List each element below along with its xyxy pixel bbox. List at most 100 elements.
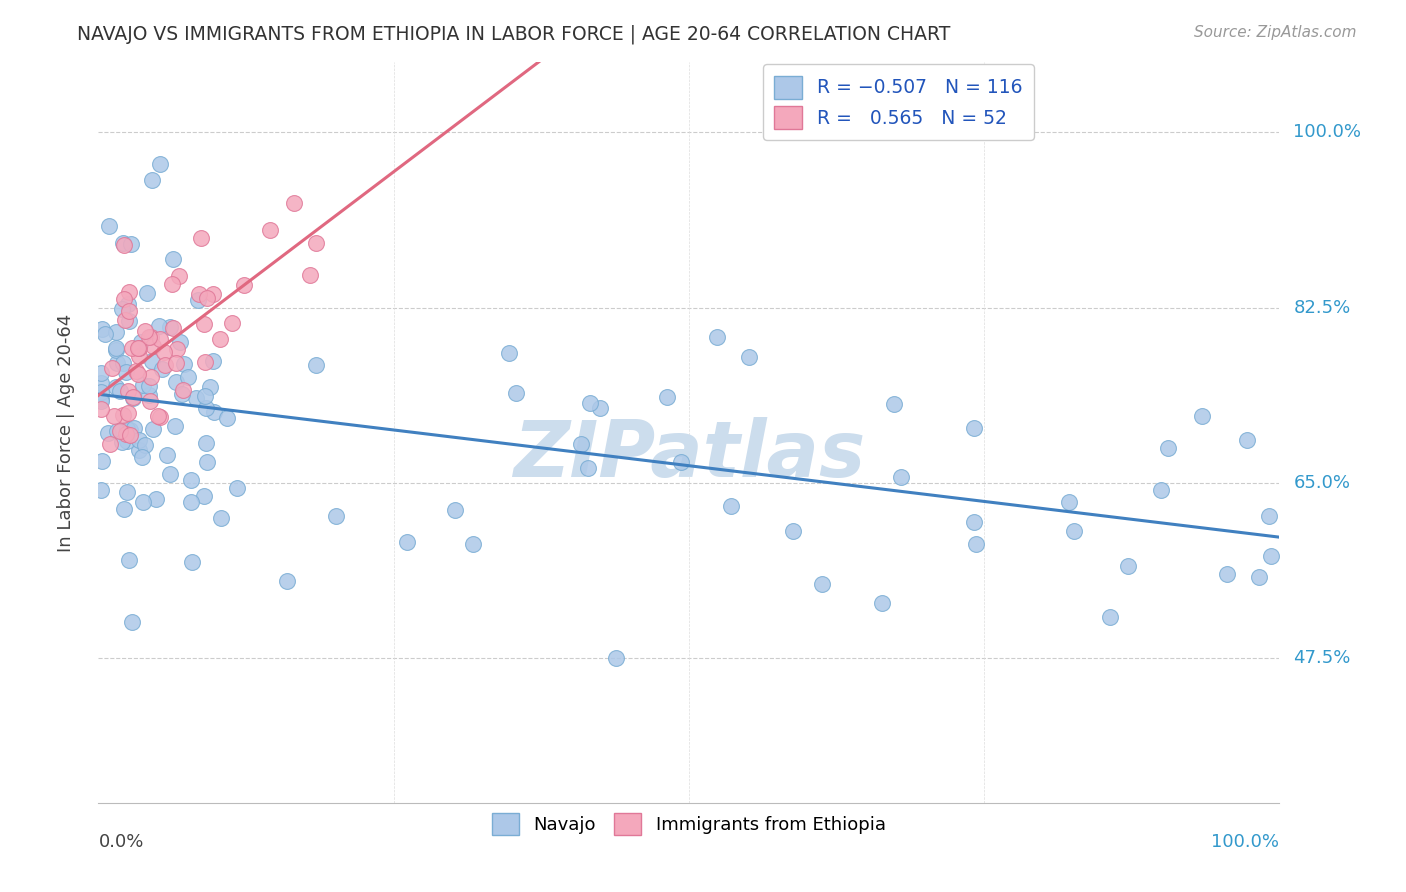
Text: 100.0%: 100.0% (1212, 833, 1279, 851)
Point (112, 501, 135, 516)
Point (127, 368, 149, 382)
Point (1063, 524, 1085, 538)
Point (138, 379, 160, 393)
Point (177, 370, 200, 384)
Text: 100.0%: 100.0% (1294, 123, 1361, 142)
Point (195, 291, 218, 305)
Point (706, 330, 728, 344)
Text: NAVAJO VS IMMIGRANTS FROM ETHIOPIA IN LABOR FORCE | AGE 20-64 CORRELATION CHART: NAVAJO VS IMMIGRANTS FROM ETHIOPIA IN LA… (77, 25, 950, 45)
Point (148, 409, 170, 423)
Point (94, 326, 117, 341)
Point (221, 316, 243, 330)
Point (118, 314, 141, 328)
Point (1157, 441, 1180, 455)
Point (129, 334, 152, 349)
Point (305, 358, 328, 372)
Point (811, 577, 834, 591)
Point (122, 390, 145, 404)
Point (1191, 409, 1213, 424)
Point (118, 285, 141, 300)
Point (463, 537, 485, 551)
Point (91, 322, 114, 336)
Point (128, 434, 150, 448)
Point (128, 443, 150, 458)
Point (134, 324, 156, 338)
Point (169, 335, 191, 350)
Point (963, 421, 986, 435)
Point (187, 293, 209, 307)
Point (671, 455, 693, 469)
Point (209, 510, 232, 524)
Point (115, 434, 138, 448)
Point (117, 297, 139, 311)
Point (276, 574, 298, 588)
Point (1098, 610, 1121, 624)
Point (111, 435, 134, 450)
Point (167, 269, 190, 284)
Point (1216, 567, 1239, 582)
Point (98, 219, 121, 233)
Point (195, 435, 218, 450)
Point (90, 483, 112, 497)
Point (444, 503, 467, 517)
Point (149, 410, 172, 425)
Point (127, 342, 149, 356)
Point (170, 387, 193, 401)
Point (153, 344, 176, 359)
Point (505, 386, 527, 401)
Point (579, 395, 602, 409)
Point (132, 494, 155, 508)
Point (1260, 549, 1282, 563)
Point (215, 411, 238, 425)
Point (195, 401, 218, 415)
Point (1059, 495, 1081, 509)
Point (139, 329, 162, 343)
Point (115, 422, 138, 436)
Point (135, 286, 157, 301)
Point (193, 489, 215, 503)
Point (121, 615, 143, 629)
Point (1150, 483, 1173, 497)
Point (115, 365, 138, 379)
Point (138, 388, 160, 402)
Point (105, 380, 128, 394)
Point (114, 292, 136, 306)
Text: 82.5%: 82.5% (1294, 299, 1351, 317)
Point (97, 425, 120, 440)
Point (117, 405, 139, 419)
Point (1249, 570, 1271, 584)
Point (90, 454, 112, 468)
Point (180, 555, 202, 569)
Point (202, 404, 225, 418)
Point (107, 424, 129, 438)
Point (131, 450, 153, 465)
Point (120, 237, 142, 252)
Point (202, 354, 225, 368)
Point (105, 341, 128, 355)
Text: 65.0%: 65.0% (1294, 474, 1350, 491)
Point (111, 235, 134, 250)
Point (90, 366, 112, 380)
Point (589, 401, 612, 415)
Point (190, 231, 212, 245)
Point (132, 378, 155, 392)
Point (115, 484, 138, 499)
Point (165, 375, 187, 389)
Point (90, 392, 112, 406)
Text: Source: ZipAtlas.com: Source: ZipAtlas.com (1194, 25, 1357, 40)
Point (112, 408, 135, 422)
Point (90, 393, 112, 408)
Point (134, 438, 156, 452)
Point (90, 401, 112, 416)
Point (576, 460, 599, 475)
Point (202, 286, 225, 301)
Point (782, 524, 804, 538)
Point (195, 455, 218, 469)
Point (165, 418, 187, 433)
Point (101, 361, 124, 376)
Point (141, 173, 163, 187)
Point (720, 499, 742, 513)
Point (159, 320, 181, 334)
Point (180, 473, 202, 487)
Point (186, 391, 208, 405)
